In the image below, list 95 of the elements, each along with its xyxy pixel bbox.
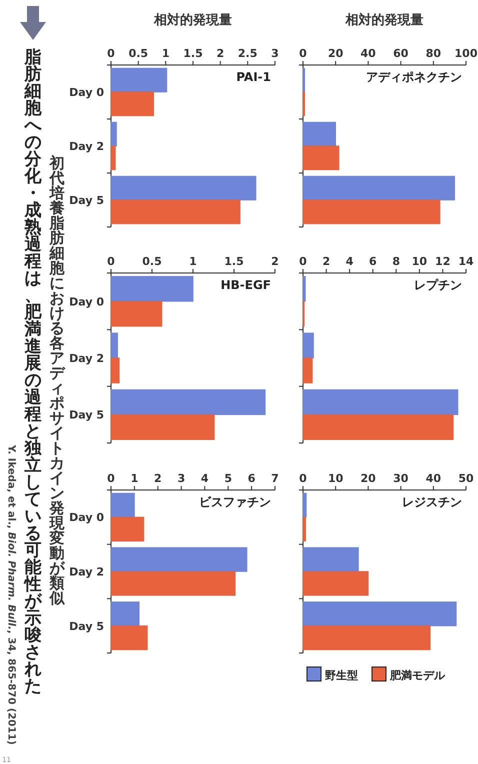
bar: [110, 200, 240, 224]
bar: [302, 146, 340, 170]
x-tick-label: 50: [458, 472, 474, 485]
x-tick-label: 6: [369, 255, 378, 268]
bar: [302, 602, 457, 626]
bar: [302, 332, 314, 358]
bar: [302, 176, 455, 200]
x-tick-label: 2: [271, 255, 279, 268]
x-tick-label: 0: [299, 255, 308, 268]
x-tick-label: 14: [458, 255, 474, 268]
x-tick-label: 0: [299, 472, 308, 485]
x-tick-label: 20: [360, 472, 376, 485]
x-tick-label: 5: [224, 472, 232, 485]
text: Y. Ikeda, et al., Biol. Pharm. Bull., 34, 865-870 (2011): [6, 444, 16, 745]
bar: [302, 516, 306, 542]
bar: [110, 516, 144, 542]
x-tick-label: 80: [426, 47, 442, 60]
x-tick-label: 0: [299, 47, 308, 60]
y-tick-label: Day 2: [69, 140, 104, 153]
bar: [110, 625, 148, 650]
x-tick-label: 2.5: [238, 47, 258, 60]
y-tick-label: Day 0: [69, 86, 104, 99]
bar: [110, 492, 135, 518]
x-tick-label: 0: [107, 255, 116, 268]
chart-title: ビスファチン: [199, 495, 271, 509]
x-tick-label: 1: [162, 47, 170, 60]
x-tick-label: 40: [360, 47, 376, 60]
x-tick-label: 10: [328, 472, 344, 485]
bar: [302, 414, 454, 440]
bar: [110, 300, 162, 327]
x-tick-label: 2: [154, 472, 162, 485]
y-tick-label: Day 0: [69, 511, 104, 524]
x-tick-label: 0: [107, 47, 116, 60]
x-axis-title: 相対的発現量: [153, 12, 232, 28]
bar: [110, 92, 154, 116]
x-tick-label: 100: [454, 47, 478, 60]
x-tick-label: 0.5: [142, 255, 162, 268]
legend-label: 肥満モデル: [389, 669, 446, 682]
bar: [302, 625, 431, 650]
x-tick-label: 10: [412, 255, 428, 268]
x-tick-label: 12: [435, 255, 450, 268]
bar: [302, 389, 458, 416]
x-tick-label: 0.5: [128, 47, 148, 60]
legend-label: 野生型: [325, 669, 358, 682]
bar: [110, 571, 236, 596]
text: 脂肪細胞への分化・成熟過程は、肥満進展の過程と独立している可能性が示唆された: [24, 47, 42, 696]
bar: [110, 358, 120, 384]
bar: [110, 389, 266, 416]
x-tick-label: 3: [177, 472, 186, 485]
x-tick-label: 8: [392, 255, 400, 268]
bar: [110, 176, 256, 200]
y-tick-label: Day 2: [69, 352, 104, 365]
x-tick-label: 4: [200, 472, 209, 485]
chart-title: HB-EGF: [220, 278, 271, 292]
bar: [110, 602, 140, 626]
bar: [302, 547, 359, 572]
x-tick-label: 0: [107, 472, 116, 485]
x-tick-label: 20: [328, 47, 344, 60]
bar: [110, 68, 168, 92]
x-tick-label: 2: [216, 47, 224, 60]
y-tick-label: Day 2: [69, 566, 104, 578]
bar: [302, 358, 313, 384]
x-tick-label: 1.5: [224, 255, 244, 268]
x-tick-label: 1.5: [183, 47, 203, 60]
chart-title: レプチン: [414, 278, 462, 292]
y-tick-label: Day 5: [69, 620, 104, 633]
x-tick-label: 3: [271, 47, 279, 60]
x-axis-title: 相対的発現量: [344, 12, 424, 28]
bar: [110, 146, 116, 170]
bar: [302, 276, 306, 302]
chart-title: アディポネクチン: [366, 70, 462, 84]
x-tick-label: 60: [393, 47, 409, 60]
y-tick-label: Day 5: [69, 194, 104, 207]
bar: [110, 547, 248, 572]
x-tick-label: 2: [322, 255, 330, 268]
bar: [302, 200, 440, 224]
chart-title: 初代培養脂肪細胞における各アディポサイトカイン発現変動が類似: [50, 154, 64, 607]
x-tick-label: 4: [346, 255, 354, 268]
y-tick-label: Day 5: [69, 408, 104, 422]
y-tick-label: Day 0: [69, 295, 104, 308]
bar: [110, 276, 194, 302]
x-tick-label: 6: [248, 472, 256, 485]
bar: [110, 332, 118, 358]
x-tick-label: 1: [189, 255, 197, 268]
bar: [302, 571, 369, 596]
chart-title: PAI-1: [236, 70, 271, 84]
chart-title: レジスチン: [402, 495, 462, 509]
bar: [110, 122, 117, 146]
x-tick-label: 1: [130, 472, 138, 485]
x-tick-label: 7: [271, 472, 279, 485]
x-tick-label: 30: [393, 472, 409, 485]
bar: [302, 492, 307, 518]
bar: [110, 414, 215, 440]
x-tick-label: 40: [426, 472, 442, 485]
bar: [302, 122, 336, 146]
